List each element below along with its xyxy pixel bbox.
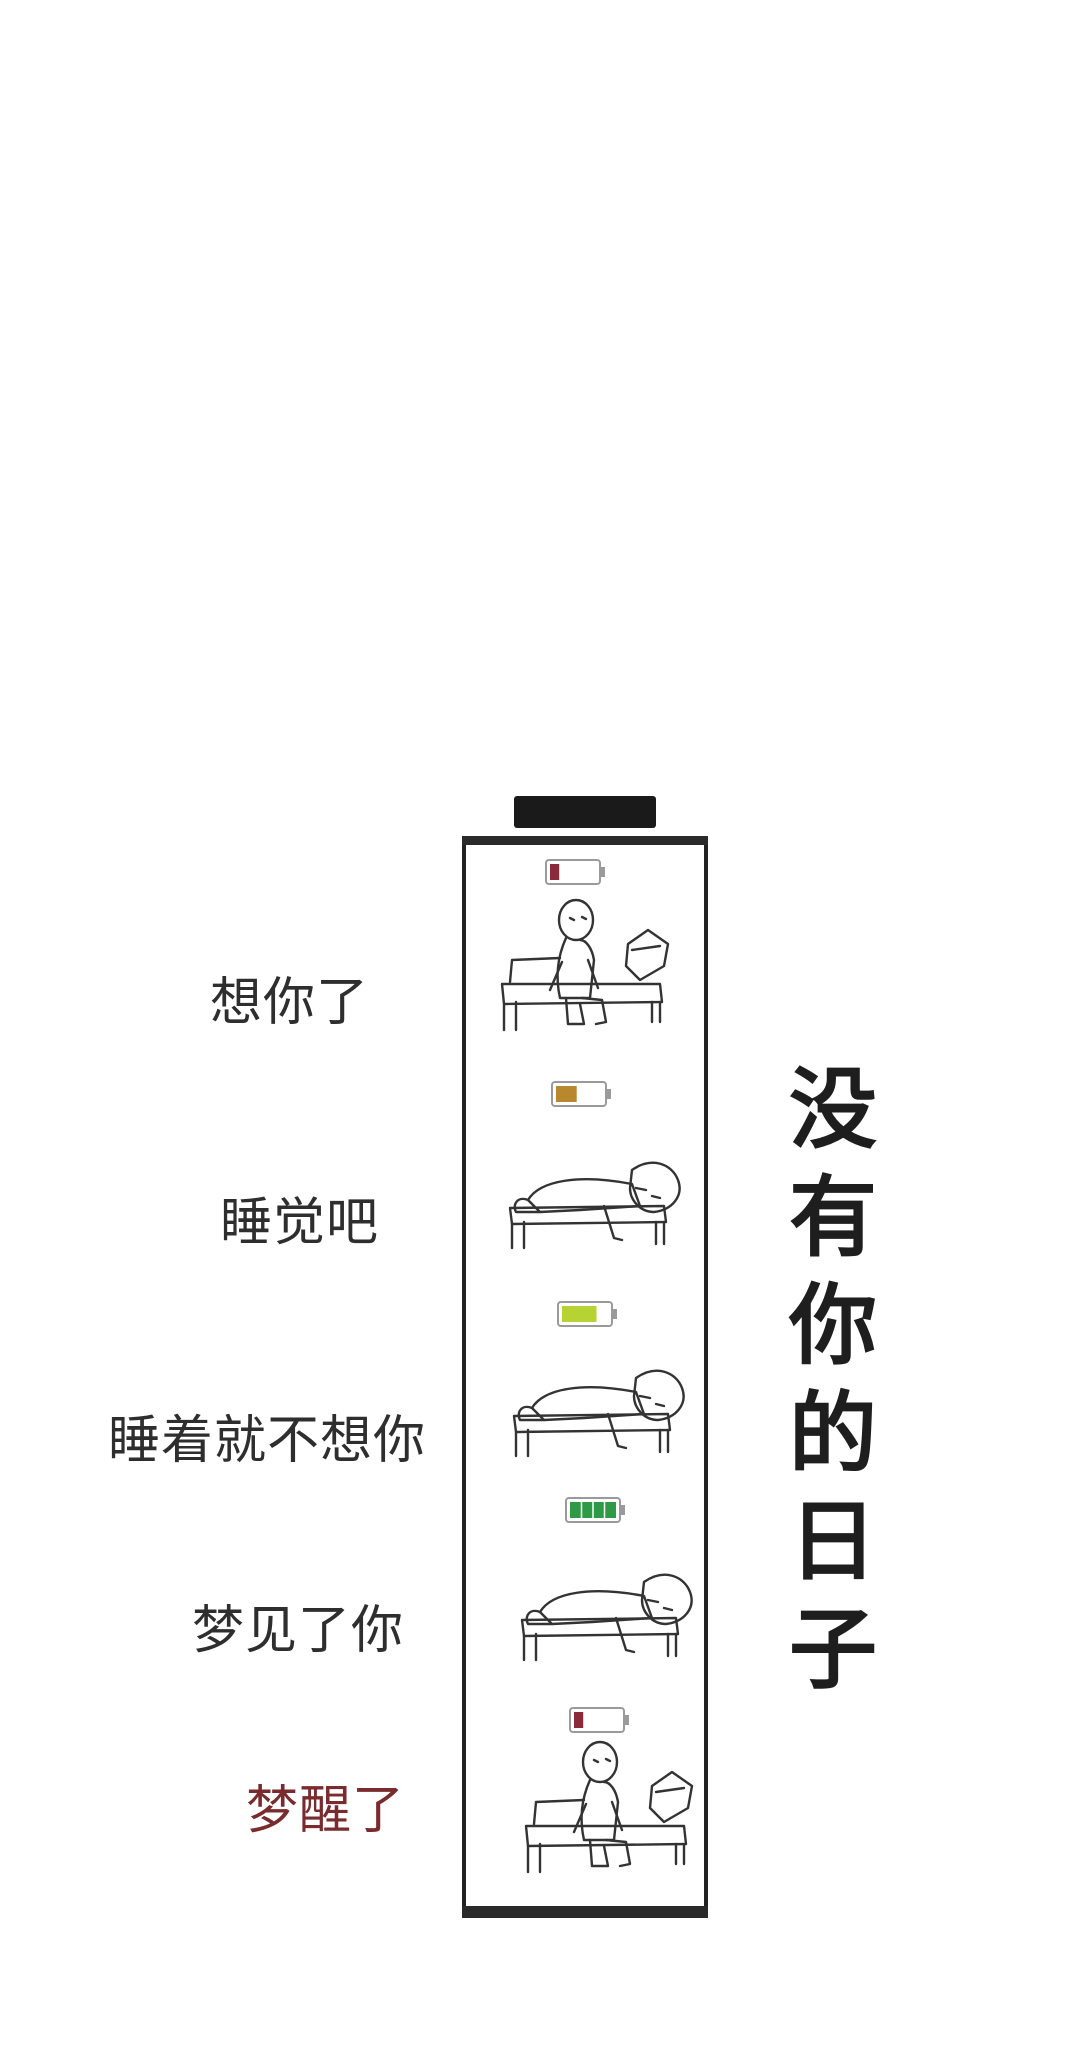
caption-dreamed-of-you: 梦见了你 [192, 1601, 405, 1661]
small-battery-icon [557, 1301, 617, 1327]
small-battery-icon [545, 859, 605, 885]
scene-lying-on-bed-4 [520, 1573, 693, 1662]
title-char: 你 [788, 1274, 877, 1377]
vertical-title: 没 有 你 的 日 子 [788, 1056, 878, 1704]
title-char: 日 [788, 1490, 877, 1593]
small-battery-icon [569, 1707, 629, 1733]
battery-level-fill [574, 1712, 584, 1728]
big-battery-bottom-bar [462, 1906, 708, 1918]
caption-miss-you: 想你了 [210, 973, 370, 1033]
scene-sitting-on-bed-1 [500, 898, 670, 1032]
battery-level-fill [556, 1086, 577, 1102]
scene-sitting-on-bed-5 [524, 1740, 694, 1874]
caption-go-to-sleep: 睡觉吧 [220, 1193, 380, 1253]
title-char: 有 [788, 1166, 877, 1269]
big-battery-top-bar [462, 836, 708, 845]
battery-level-fill [550, 864, 560, 880]
title-char: 的 [788, 1382, 877, 1485]
big-battery-cap [514, 796, 656, 828]
scene-lying-on-bed-2 [508, 1161, 681, 1250]
battery-level-fill [562, 1306, 597, 1322]
caption-woke-up: 梦醒了 [246, 1781, 406, 1841]
caption-asleep-no-missing: 睡着就不想你 [108, 1411, 427, 1471]
title-char: 没 [788, 1058, 877, 1161]
title-char: 子 [788, 1598, 877, 1701]
scene-lying-on-bed-3 [512, 1369, 685, 1458]
small-battery-icon [565, 1497, 625, 1523]
small-battery-icon [551, 1081, 611, 1107]
